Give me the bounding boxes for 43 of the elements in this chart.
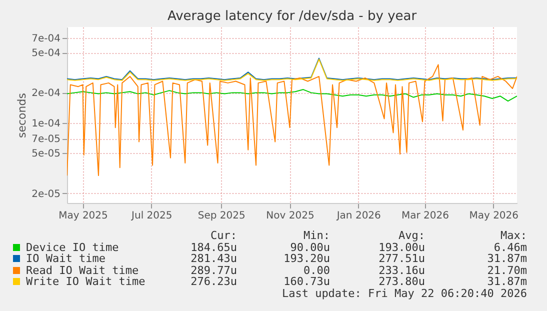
text: Min: [302, 229, 330, 242]
text: 273.80u [378, 275, 425, 288]
y-tick-label: 2e-04 [32, 88, 60, 100]
text: Last update: Fri May 22 06:20:40 2026 [280, 286, 527, 300]
text: 90.00u [289, 240, 330, 254]
text: Max: [500, 229, 527, 242]
y-tick-label: 5e-04 [32, 48, 60, 60]
x-tick-label: May 2025 [58, 210, 108, 222]
text: 289.77u [190, 264, 237, 276]
text: 276.23u [190, 275, 237, 288]
text: 281.43u [190, 252, 237, 265]
x-tick-label: Mar 2026 [402, 210, 449, 222]
line-series [67, 64, 517, 176]
x-tick-label: Sep 2025 [198, 210, 246, 222]
text: 31.87m [486, 275, 527, 288]
y-tick-label: 5e-05 [32, 148, 60, 160]
text: 184.65u [190, 240, 237, 254]
y-tick-label: 2e-05 [32, 188, 60, 200]
x-tick-label: Jan 2026 [336, 210, 381, 222]
y-tick-label: 1e-04 [32, 118, 60, 130]
legend-label: Device IO time [25, 240, 120, 254]
text: 277.51u [378, 252, 425, 265]
y-axis-title: seconds [16, 92, 29, 138]
text: 6.46m [492, 240, 527, 254]
y-tick-label: 7e-05 [32, 134, 60, 146]
x-tick-label: Nov 2025 [266, 210, 314, 222]
line-series [67, 89, 517, 102]
text: 160.73u [282, 275, 330, 288]
legend-label: Read IO Wait time [25, 264, 140, 276]
text: 193.20u [282, 252, 330, 265]
text: Avg: [398, 229, 425, 242]
x-tick-label: Jul 2025 [130, 210, 172, 222]
legend-label: Write IO Wait time [25, 275, 146, 288]
text: 233.16u [378, 264, 425, 276]
y-tick-label: 7e-04 [32, 33, 60, 44]
text: Cur: [210, 229, 237, 242]
legend-label: IO Wait time [25, 252, 106, 265]
text: 31.87m [486, 252, 527, 265]
chart-title: Average latency for /dev/sda - by year [167, 9, 418, 24]
text: 193.00u [378, 240, 425, 254]
text: 0.00 [302, 264, 330, 276]
text: 21.70m [486, 264, 527, 276]
x-tick-label: May 2026 [469, 210, 519, 222]
